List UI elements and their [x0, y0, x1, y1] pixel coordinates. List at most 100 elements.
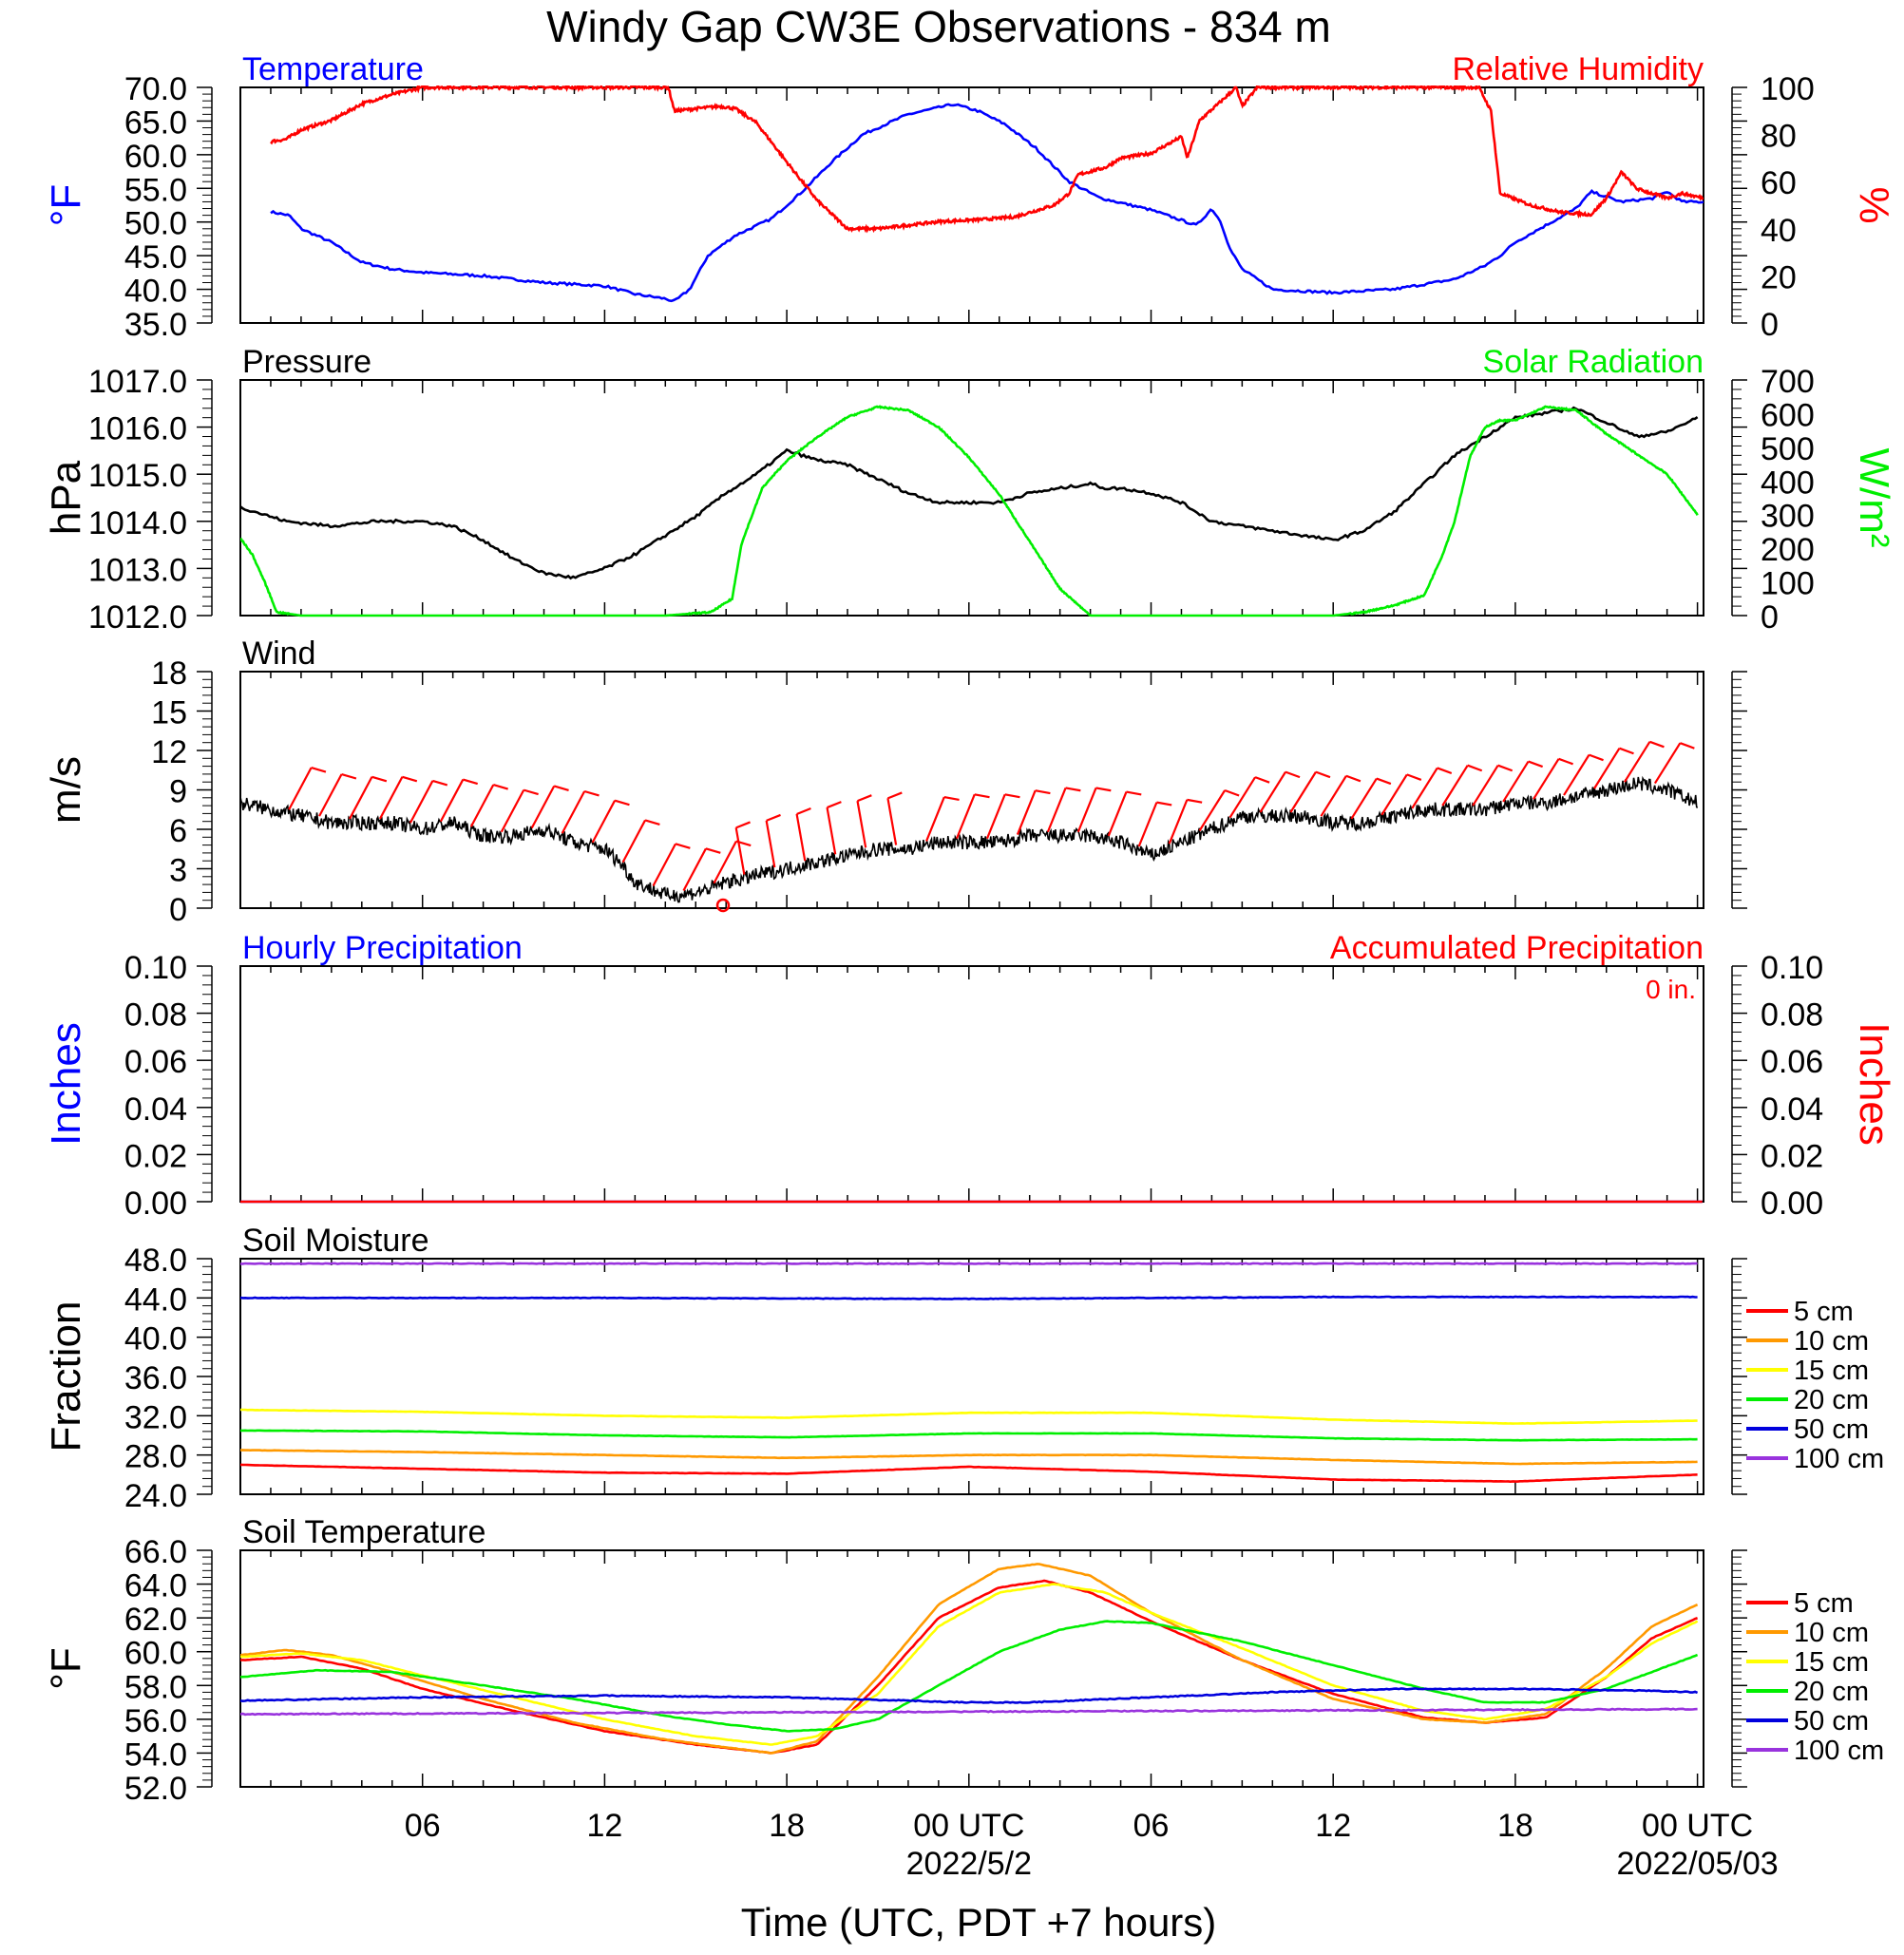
wind-barb-flag — [1224, 788, 1240, 797]
series-line-pressure — [240, 406, 1699, 580]
wind-barb-flag — [766, 813, 781, 822]
y2-axis-label: % — [1851, 186, 1897, 223]
y-tick-label: 0.08 — [124, 997, 187, 1034]
wind-barb — [1228, 776, 1270, 819]
y-tick-label: 9 — [169, 774, 187, 810]
wind-barb — [1137, 801, 1172, 847]
y-tick-label: 1017.0 — [88, 364, 187, 400]
wind-barb-staff — [1259, 771, 1286, 813]
plot-frame — [239, 671, 1704, 909]
wind-barb-staff — [1168, 799, 1189, 845]
y-tick-label: 24.0 — [124, 1478, 187, 1514]
y2-tick-label: 100 — [1761, 71, 1815, 107]
series-line-depth_50 — [240, 1687, 1699, 1704]
y2-tick-label: 0.00 — [1761, 1186, 1823, 1222]
wind-barb-flag — [523, 788, 539, 796]
y-tick-label: 40.0 — [124, 1321, 187, 1357]
wind-barb-staff — [652, 843, 676, 886]
wind-barb-staff — [886, 798, 898, 845]
wind-barb — [1320, 774, 1361, 817]
legend-item: 50 cm — [1746, 1706, 1869, 1737]
wind-barb — [621, 819, 660, 864]
plot-frame — [239, 1549, 1704, 1788]
series-line-temperature — [270, 103, 1704, 303]
y-tick-label: 0 — [169, 892, 187, 928]
wind-barb-flag — [644, 819, 660, 826]
y-tick-label: 36.0 — [124, 1360, 187, 1396]
wind-barb-staff — [1016, 789, 1037, 835]
panel-left-label: Pressure — [242, 344, 371, 380]
series-line-depth_50 — [240, 1295, 1698, 1300]
wind-barb — [1380, 773, 1422, 816]
y-tick-label: 3 — [169, 853, 187, 889]
panel-right-label: Solar Radiation — [1483, 344, 1704, 380]
legend-label: 100 cm — [1794, 1736, 1884, 1766]
wind-barb-staff — [1137, 802, 1158, 847]
wind-barb-staff — [288, 767, 313, 810]
wind-barb — [469, 784, 508, 827]
wind-barb — [439, 778, 479, 823]
wind-barb-flag — [675, 843, 691, 849]
wind-barb-flag — [463, 778, 479, 786]
wind-barb-staff — [1533, 758, 1560, 800]
wind-barb-staff — [1076, 787, 1097, 833]
wind-barb — [985, 793, 1020, 840]
wind-barb-staff — [500, 789, 525, 833]
series-line-depth_15 — [240, 1408, 1698, 1425]
wind-barb — [1533, 757, 1573, 800]
y-tick-label: 1016.0 — [88, 411, 187, 447]
wind-barb-flag — [1285, 770, 1301, 779]
wind-barb-flag — [1589, 753, 1604, 762]
wind-barb-staff — [439, 779, 465, 823]
y-tick-label: 50.0 — [124, 206, 187, 242]
y2-tick-label: 0.08 — [1761, 997, 1823, 1034]
wind-barb-staff — [561, 790, 586, 834]
wind-barb-flag — [705, 847, 721, 854]
wind-barb-staff — [591, 800, 617, 844]
wind-barb-flag — [1679, 742, 1695, 750]
wind-barb — [1198, 788, 1240, 831]
wind-barb — [652, 843, 691, 886]
wind-barb — [1593, 747, 1634, 789]
wind-barb-staff — [1593, 748, 1621, 789]
series-line-depth_10 — [240, 1563, 1699, 1755]
y-axis-label: Fraction — [43, 1301, 89, 1452]
y-tick-label: 1012.0 — [88, 599, 187, 636]
wind-barb-flag — [735, 821, 751, 829]
wind-barb — [1411, 767, 1453, 809]
wind-barb-flag — [1345, 774, 1361, 783]
wind-barb-flag — [1187, 798, 1203, 804]
y2-tick-label: 0 — [1761, 307, 1779, 343]
legend-item: 50 cm — [1746, 1414, 1869, 1445]
wind-barb-staff — [925, 796, 945, 842]
y2-tick-label: 0.04 — [1761, 1091, 1823, 1128]
panel-2: 1017.0 1016.0 1015.0 1014.0 1013.0 1012.0 7006… — [43, 344, 1897, 636]
y-axis-label: °F — [43, 1647, 89, 1689]
y2-tick-label: 400 — [1761, 465, 1815, 501]
y-tick-label: 66.0 — [124, 1534, 187, 1570]
y-tick-label: 1015.0 — [88, 458, 187, 494]
x-tick-label: 18 — [769, 1808, 805, 1844]
x-tick-label: 06 — [1133, 1808, 1170, 1844]
panel-left-label: Soil Moisture — [242, 1223, 429, 1259]
y-axis-label: hPa — [43, 460, 89, 535]
wind-barb-flag — [1004, 793, 1020, 799]
wind-barb-flag — [796, 807, 811, 815]
panel-6: 66.064.062.060.058.056.054.052.0 Soil Tem… — [43, 1514, 1884, 1807]
legend-item: 10 cm — [1746, 1326, 1869, 1357]
wind-barb-flag — [402, 775, 418, 783]
legend-item: 5 cm — [1746, 1297, 1854, 1327]
y-tick-label: 60.0 — [124, 1636, 187, 1672]
wind-barb-staff — [469, 784, 495, 827]
y2-tick-label: 700 — [1761, 364, 1815, 400]
wind-barb-flag — [1156, 801, 1172, 807]
wind-barb-staff — [1198, 789, 1227, 831]
wind-barb-staff — [378, 776, 404, 820]
wind-barb-flag — [943, 796, 960, 802]
wind-barb — [1441, 764, 1483, 807]
y-tick-label: 44.0 — [124, 1281, 187, 1318]
wind-barb-staff — [985, 793, 1006, 840]
y-tick-label: 56.0 — [124, 1703, 187, 1739]
y2-tick-label: 200 — [1761, 532, 1815, 568]
